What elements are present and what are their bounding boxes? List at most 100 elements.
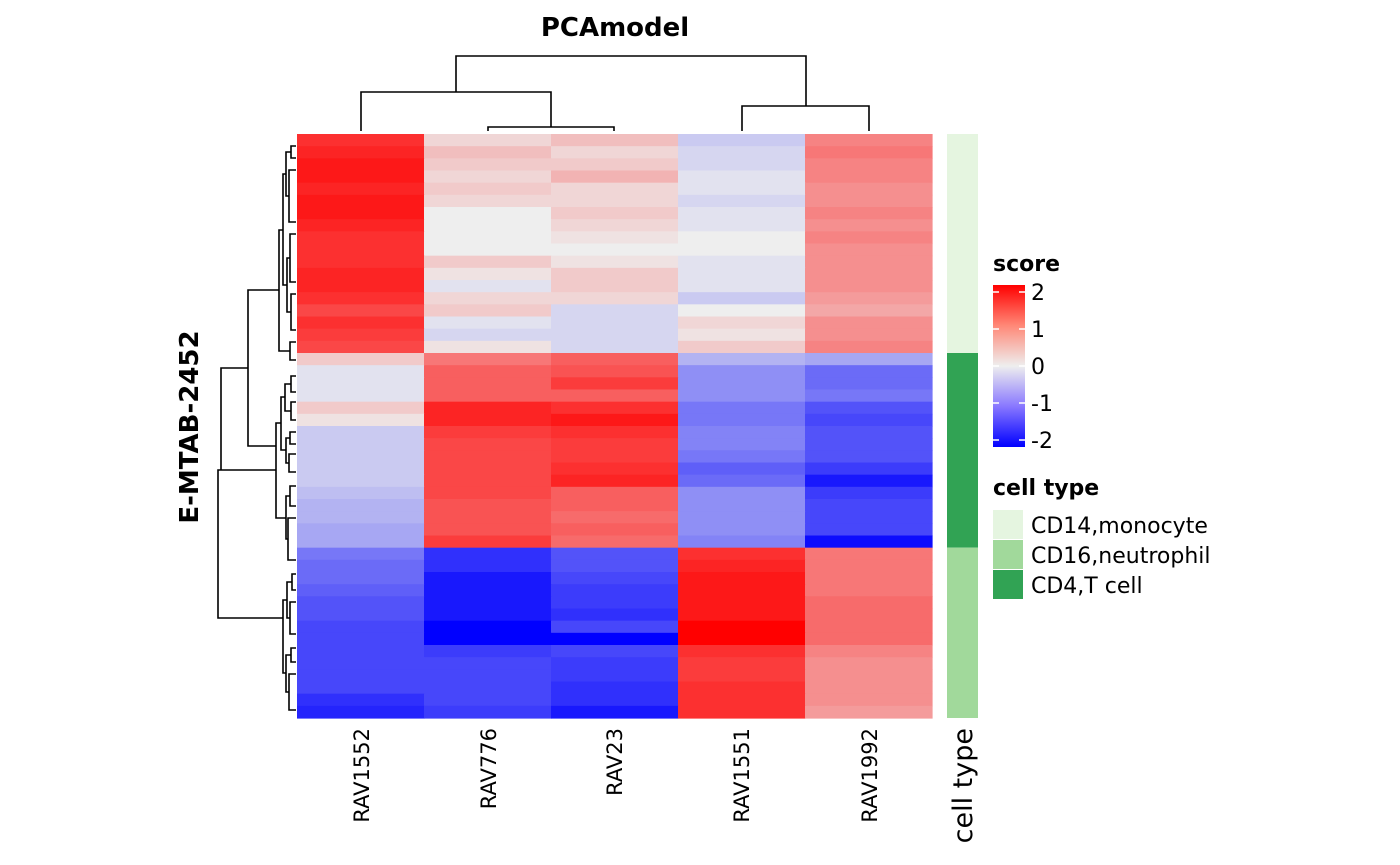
heatmap-cell: [424, 146, 552, 159]
heatmap-cell: [424, 462, 552, 476]
heatmap-cell: [805, 523, 933, 537]
heatmap-cell: [551, 620, 679, 634]
heatmap-cell: [678, 377, 806, 391]
heatmap-cell: [551, 499, 679, 512]
heatmap-cell: [297, 450, 425, 464]
heatmap-cell: [805, 413, 933, 427]
heatmap-cell: [805, 486, 933, 500]
heatmap-cell: [551, 389, 679, 403]
heatmap-cell: [805, 219, 933, 232]
heatmap-cell: [424, 535, 552, 549]
heatmap-cell: [297, 499, 425, 512]
heatmap-cell: [805, 693, 933, 707]
heatmap-cell: [805, 243, 933, 257]
heatmap-cell: [424, 304, 552, 318]
heatmap-cell: [805, 146, 933, 159]
heatmap-cell: [424, 316, 552, 330]
heatmap-cell: [805, 499, 933, 512]
heatmap-cell: [678, 243, 806, 257]
heatmap-cell: [551, 450, 679, 464]
heatmap-cell: [678, 146, 806, 159]
heatmap-cell: [678, 657, 806, 670]
heatmap-cell: [805, 353, 933, 366]
heatmap-cell: [424, 267, 552, 281]
heatmap-cell: [551, 194, 679, 208]
heatmap-cell: [551, 596, 679, 610]
heatmap-cell: [424, 450, 552, 464]
celltype-label-cd4-t-cell: CD4,T cell: [1031, 574, 1143, 599]
annotation-block: [947, 134, 978, 353]
heatmap-cell: [424, 231, 552, 245]
heatmap-cell: [678, 681, 806, 695]
heatmap-cell: [424, 194, 552, 208]
heatmap-cell: [805, 328, 933, 342]
heatmap-cell: [297, 401, 425, 415]
score-legend: score 2 1 0 -1 -2: [993, 252, 1060, 454]
heatmap-cell: [551, 547, 679, 561]
heatmap-cell: [297, 426, 425, 439]
heatmap-cell: [297, 645, 425, 658]
heatmap-cell: [678, 632, 806, 646]
heatmap-cell: [678, 669, 806, 683]
heatmap-cell: [805, 584, 933, 597]
heatmap-cell: [805, 559, 933, 573]
heatmap-cell: [424, 292, 552, 305]
score-legend-title: score: [993, 252, 1060, 277]
heatmap-cell: [678, 365, 806, 378]
heatmap-cell: [297, 486, 425, 500]
heatmap-cell: [297, 681, 425, 695]
heatmap-cell: [678, 450, 806, 464]
heatmap-cell: [424, 426, 552, 439]
heatmap-cell: [551, 255, 679, 269]
heatmap-cell: [805, 645, 933, 658]
heatmap-cell: [551, 438, 679, 451]
column-dendrogram: [360, 55, 870, 131]
heatmap-cell: [297, 693, 425, 707]
heatmap-cell: [297, 280, 425, 293]
column-label-rav1551: RAV1551: [730, 728, 754, 823]
heatmap-cell: [424, 134, 552, 147]
heatmap-cell: [297, 657, 425, 670]
heatmap-cell: [551, 645, 679, 658]
heatmap-cell: [805, 632, 933, 646]
heatmap-cell: [297, 547, 425, 561]
heatmap-cell: [551, 657, 679, 670]
heatmap-cell: [297, 292, 425, 305]
heatmap-cell: [678, 426, 806, 439]
heatmap-cell: [551, 304, 679, 318]
heatmap-cell: [805, 304, 933, 318]
heatmap-cell: [297, 365, 425, 378]
heatmap-cell: [551, 328, 679, 342]
heatmap-cell: [424, 255, 552, 269]
heatmap-cell: [805, 438, 933, 451]
heatmap-cell: [297, 170, 425, 184]
heatmap-cell: [297, 243, 425, 257]
y-axis-label: E-MTAB-2452: [175, 330, 205, 523]
heatmap-cell: [297, 340, 425, 354]
heatmap-cell: [805, 572, 933, 585]
heatmap-cell: [678, 219, 806, 232]
heatmap-cell: [297, 620, 425, 634]
heatmap-cell: [805, 231, 933, 245]
heatmap-cell: [678, 255, 806, 269]
heatmap-cell: [297, 219, 425, 232]
heatmap-cell: [424, 182, 552, 196]
heatmap-cell: [424, 486, 552, 500]
heatmap-cell: [678, 134, 806, 147]
column-label-rav1992: RAV1992: [858, 728, 882, 823]
heatmap-cell: [297, 705, 425, 719]
heatmap-cell: [297, 255, 425, 269]
heatmap-cell: [424, 413, 552, 427]
celltype-swatch-cd16-neutrophil: [993, 540, 1023, 569]
heatmap-cell: [805, 255, 933, 269]
heatmap-cell: [805, 511, 933, 524]
heatmap-cell: [805, 182, 933, 196]
heatmap-cell: [551, 158, 679, 172]
heatmap-cell: [551, 207, 679, 220]
heatmap-cell: [678, 438, 806, 451]
heatmap-cell: [424, 170, 552, 184]
heatmap-cell: [551, 219, 679, 232]
heatmap-cell: [424, 669, 552, 683]
heatmap-cell: [805, 705, 933, 719]
heatmap-cell: [297, 328, 425, 342]
